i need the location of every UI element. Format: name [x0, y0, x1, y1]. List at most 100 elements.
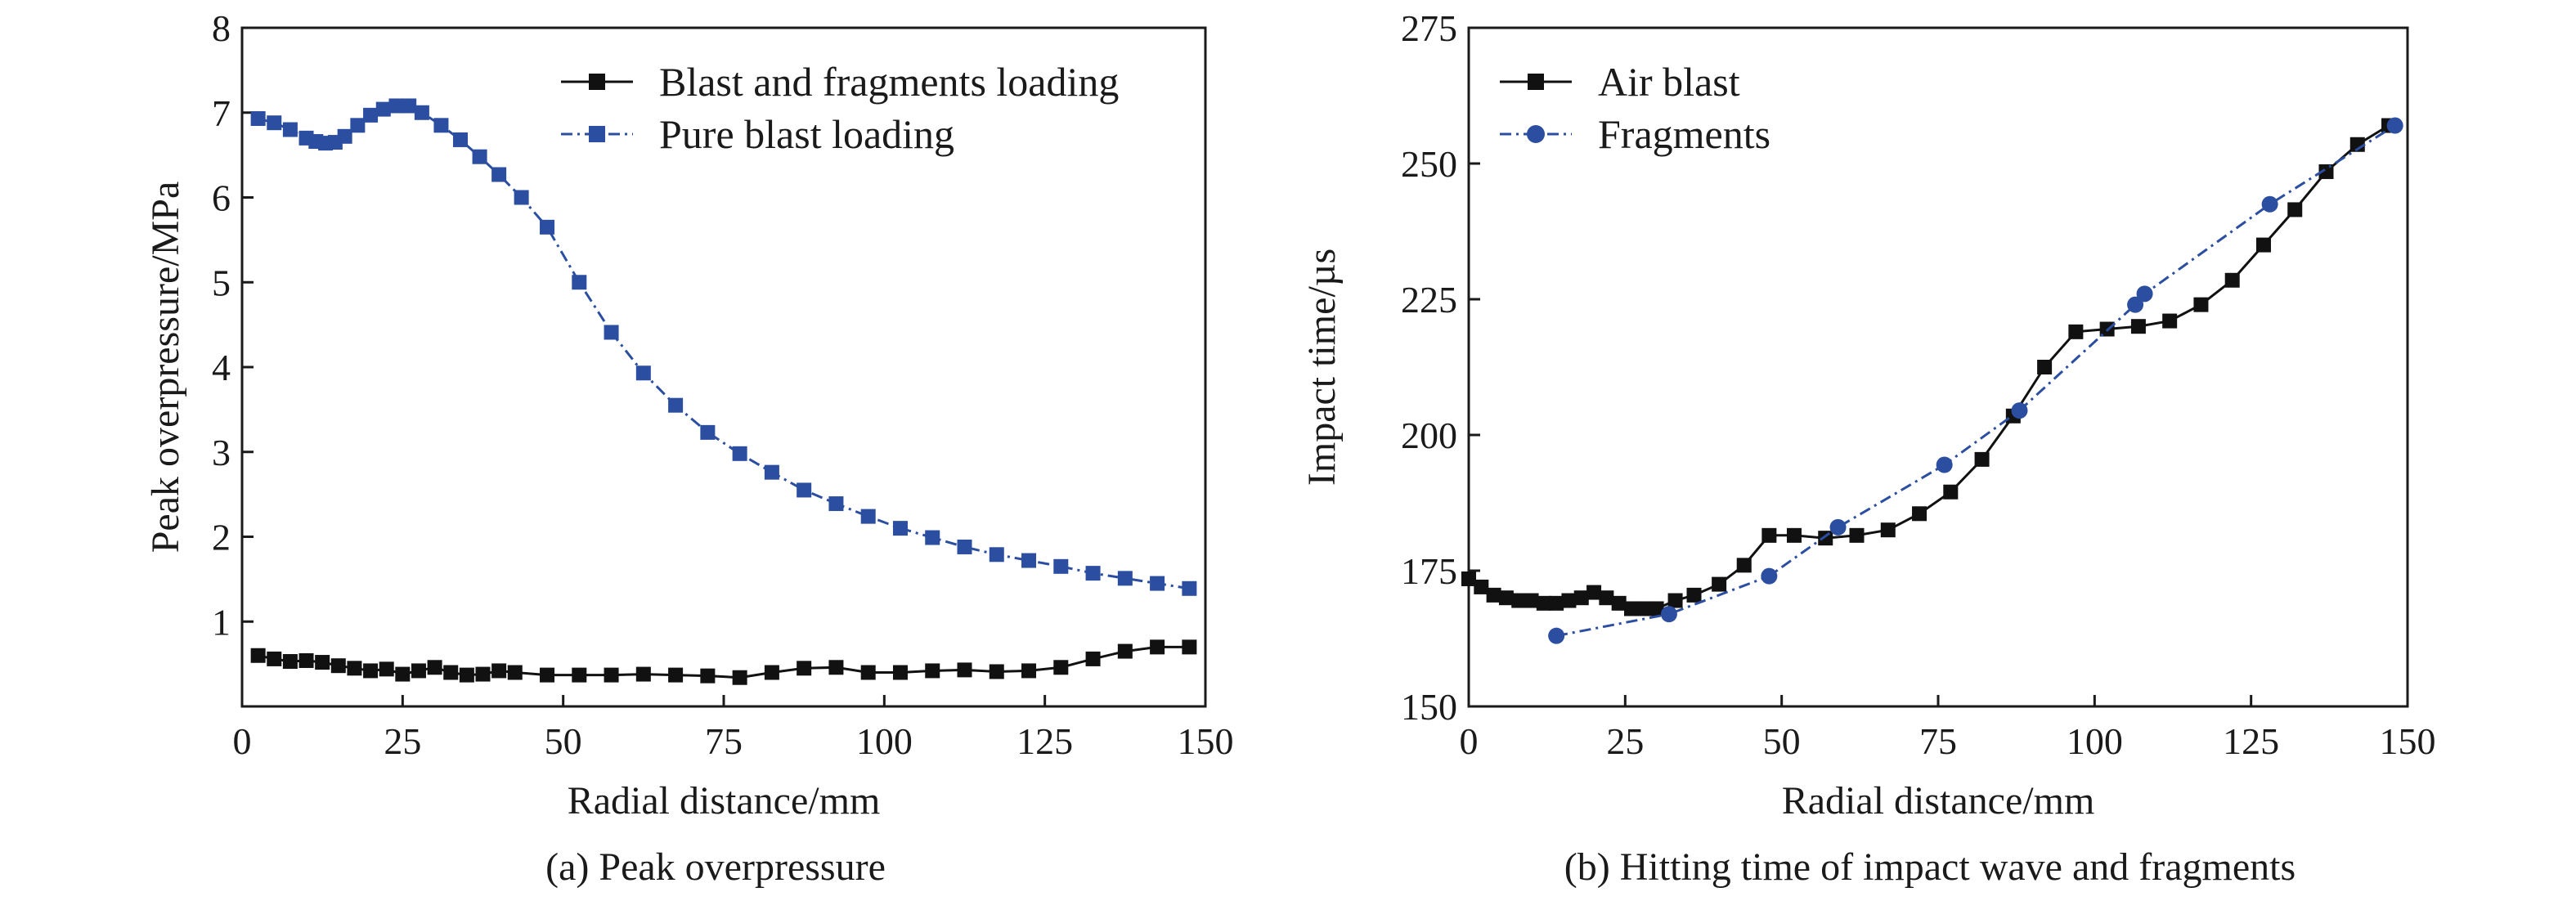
point-a-1-9 — [363, 107, 379, 123]
point-a-1-14 — [433, 118, 449, 133]
point-b-1-4 — [1936, 456, 1953, 473]
panel-peak-overpressure: 0 25 50 75 100 125 150 1 2 3 4 5 6 7 8 Radial distance… — [144, 7, 1234, 889]
point-a-1-23 — [668, 397, 684, 413]
point-b-0-10 — [1586, 585, 1602, 600]
point-a-1-12 — [402, 98, 417, 114]
point-a-0-14 — [475, 666, 491, 682]
point-a-1-26 — [764, 464, 779, 480]
x-tick-label-b-5: 125 — [2223, 720, 2279, 762]
y-tick-label-b-5: 275 — [1401, 7, 1457, 49]
point-a-0-25 — [797, 661, 812, 676]
point-a-1-35 — [1053, 558, 1069, 574]
point-a-0-36 — [1150, 639, 1165, 655]
point-a-0-26 — [828, 660, 844, 675]
point-a-0-4 — [315, 655, 330, 670]
point-b-0-7 — [1549, 595, 1564, 611]
point-b-1-3 — [1829, 518, 1847, 536]
point-a-0-0 — [250, 648, 266, 663]
point-b-0-16 — [1667, 593, 1683, 608]
point-b-0-15 — [1649, 601, 1664, 616]
series-line-a-1 — [258, 105, 1190, 590]
series-line-b-0 — [1468, 124, 2390, 610]
point-a-1-13 — [414, 105, 429, 120]
y-tick-label-a-7: 8 — [212, 7, 231, 49]
x-tick-label-b-3: 75 — [1919, 720, 1957, 762]
x-tick-label-b-0: 0 — [1460, 720, 1479, 762]
y-tick-label-a-4: 5 — [212, 262, 231, 303]
point-a-0-27 — [860, 665, 876, 680]
point-b-0-38 — [2318, 164, 2334, 179]
point-a-1-28 — [828, 496, 844, 512]
point-a-0-18 — [572, 667, 587, 683]
point-b-0-25 — [1912, 506, 1928, 522]
point-b-1-0 — [1548, 627, 1565, 644]
x-tick-label-a-5: 125 — [1016, 720, 1073, 762]
point-b-0-33 — [2162, 313, 2178, 329]
x-tick-label-a-1: 25 — [384, 720, 421, 762]
point-b-0-5 — [1524, 593, 1539, 608]
legend-a-label-1: Pure blast loading — [659, 111, 954, 157]
point-a-0-1 — [267, 651, 282, 666]
point-b-1-8 — [2261, 195, 2278, 213]
point-a-0-34 — [1085, 651, 1101, 666]
point-b-1-7 — [2136, 285, 2153, 303]
point-b-0-35 — [2224, 272, 2240, 288]
x-tick-label-b-4: 100 — [2067, 720, 2123, 762]
point-b-0-6 — [1536, 595, 1551, 611]
legend-a-label-0: Blast and fragments loading — [659, 59, 1119, 105]
legend-a-marker-1 — [589, 126, 605, 142]
series-line-b-1 — [1555, 124, 2396, 638]
legend-b-marker-1 — [1527, 125, 1545, 143]
point-a-1-33 — [989, 547, 1004, 563]
point-b-1-1 — [1660, 606, 1677, 623]
point-a-0-28 — [892, 665, 908, 680]
x-tick-label-b-1: 25 — [1606, 720, 1644, 762]
point-b-0-22 — [1818, 531, 1833, 546]
point-a-1-19 — [540, 219, 555, 235]
point-b-0-2 — [1486, 587, 1501, 603]
point-a-0-12 — [443, 665, 459, 680]
point-a-0-32 — [1021, 663, 1037, 679]
point-a-1-38 — [1150, 576, 1165, 591]
point-a-0-20 — [635, 666, 651, 682]
point-a-0-10 — [411, 663, 426, 679]
point-a-1-37 — [1117, 571, 1133, 586]
point-a-1-30 — [892, 521, 908, 536]
caption-b: (b) Hitting time of impact wave and frag… — [1564, 845, 2296, 889]
x-tick-label-a-6: 150 — [1178, 720, 1234, 762]
x-tick-label-b-2: 50 — [1763, 720, 1801, 762]
x-axis-label-a: Radial distance/mm — [568, 779, 881, 823]
ticks-a: 0 25 50 75 100 125 150 1 2 3 4 5 6 7 8 — [212, 7, 1234, 762]
x-tick-label-a-2: 50 — [545, 720, 582, 762]
point-a-0-24 — [764, 665, 779, 680]
point-a-1-16 — [472, 149, 487, 164]
point-a-1-29 — [860, 509, 876, 524]
point-b-0-20 — [1761, 527, 1777, 543]
point-b-1-2 — [1761, 567, 1778, 585]
point-a-0-29 — [925, 663, 940, 679]
point-b-0-29 — [2037, 360, 2053, 374]
legend-b-label-0: Air blast — [1598, 59, 1740, 105]
point-b-0-27 — [1974, 451, 1990, 467]
y-tick-label-a-6: 7 — [212, 92, 231, 134]
point-a-1-27 — [797, 482, 812, 498]
y-axis-label-b: Impact time/µs — [1300, 249, 1344, 486]
y-tick-label-b-0: 150 — [1401, 686, 1457, 728]
point-b-0-21 — [1786, 527, 1802, 543]
point-a-1-8 — [350, 118, 366, 133]
point-a-1-32 — [957, 539, 972, 554]
point-a-1-11 — [388, 98, 404, 114]
point-b-0-37 — [2287, 202, 2303, 217]
point-b-1-6 — [2127, 296, 2144, 313]
point-a-0-7 — [363, 663, 379, 679]
point-a-1-7 — [337, 128, 352, 144]
y-tick-label-b-4: 250 — [1401, 143, 1457, 185]
point-b-0-36 — [2255, 237, 2271, 253]
point-a-1-39 — [1182, 580, 1197, 596]
point-b-0-19 — [1736, 558, 1752, 573]
point-b-0-3 — [1498, 590, 1514, 606]
point-b-0-14 — [1636, 601, 1652, 616]
point-a-1-22 — [635, 365, 651, 381]
point-a-1-2 — [282, 122, 298, 137]
point-a-1-17 — [491, 167, 507, 182]
